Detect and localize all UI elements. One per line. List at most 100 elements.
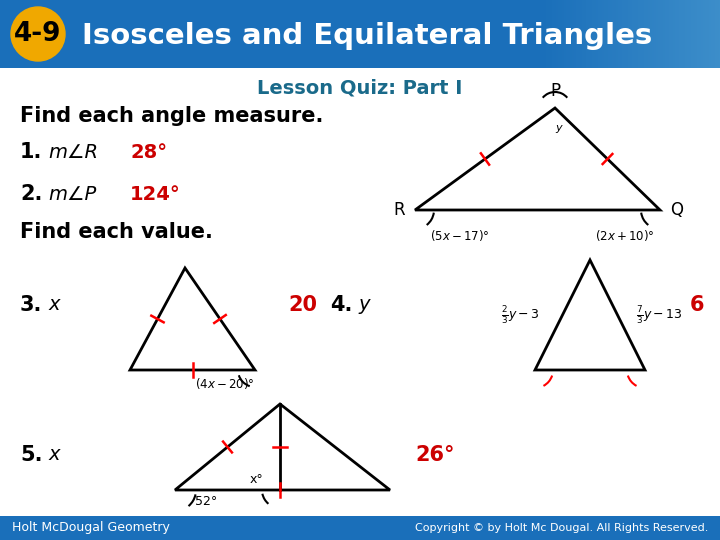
Bar: [609, 0, 610, 68]
Bar: [559, 0, 560, 68]
Text: Holt McDougal Geometry: Holt McDougal Geometry: [12, 522, 170, 535]
Bar: [688, 0, 689, 68]
Text: P: P: [550, 82, 560, 100]
Bar: [638, 0, 639, 68]
Bar: [624, 0, 625, 68]
Text: Lesson Quiz: Part I: Lesson Quiz: Part I: [257, 78, 463, 98]
Bar: [706, 0, 707, 68]
Bar: [661, 0, 662, 68]
Bar: [645, 0, 646, 68]
Text: 5.: 5.: [20, 445, 42, 465]
Bar: [712, 0, 713, 68]
Bar: [701, 0, 702, 68]
Bar: [705, 0, 706, 68]
Bar: [591, 0, 592, 68]
Bar: [547, 0, 548, 68]
Bar: [716, 0, 717, 68]
Bar: [631, 0, 632, 68]
Bar: [614, 0, 615, 68]
Bar: [550, 0, 551, 68]
Bar: [583, 0, 584, 68]
Bar: [700, 0, 701, 68]
Bar: [680, 0, 681, 68]
Bar: [697, 0, 698, 68]
Bar: [582, 0, 583, 68]
Bar: [587, 0, 588, 68]
Bar: [577, 0, 578, 68]
Bar: [594, 0, 595, 68]
Bar: [702, 0, 703, 68]
Bar: [713, 0, 714, 68]
Bar: [586, 0, 587, 68]
Bar: [677, 0, 678, 68]
Bar: [571, 0, 572, 68]
Bar: [663, 0, 664, 68]
Bar: [710, 0, 711, 68]
Bar: [714, 0, 715, 68]
Bar: [551, 0, 552, 68]
Text: x: x: [48, 295, 60, 314]
Bar: [604, 0, 605, 68]
Bar: [544, 0, 545, 68]
Bar: [575, 0, 576, 68]
Bar: [578, 0, 579, 68]
Bar: [568, 0, 569, 68]
Bar: [593, 0, 594, 68]
Bar: [601, 0, 602, 68]
Bar: [554, 0, 555, 68]
Bar: [595, 0, 596, 68]
Bar: [548, 0, 549, 68]
Bar: [641, 0, 642, 68]
Bar: [696, 0, 697, 68]
Text: x°: x°: [250, 473, 264, 486]
Bar: [681, 0, 682, 68]
Bar: [562, 0, 563, 68]
Bar: [602, 0, 603, 68]
Bar: [621, 0, 622, 68]
Text: Q: Q: [670, 201, 683, 219]
Bar: [590, 0, 591, 68]
Bar: [667, 0, 668, 68]
Bar: [693, 0, 694, 68]
Bar: [565, 0, 566, 68]
Bar: [560, 0, 561, 68]
Bar: [640, 0, 641, 68]
Bar: [654, 0, 655, 68]
Bar: [642, 0, 643, 68]
Bar: [567, 0, 568, 68]
Text: 6: 6: [690, 295, 704, 315]
Bar: [717, 0, 718, 68]
Bar: [690, 0, 691, 68]
Bar: [646, 0, 647, 68]
Bar: [584, 0, 585, 68]
Bar: [671, 0, 672, 68]
Bar: [627, 0, 628, 68]
Bar: [666, 0, 667, 68]
Text: Isosceles and Equilateral Triangles: Isosceles and Equilateral Triangles: [82, 22, 652, 50]
Bar: [709, 0, 710, 68]
Bar: [683, 0, 684, 68]
Bar: [694, 0, 695, 68]
Bar: [703, 0, 704, 68]
Bar: [664, 0, 665, 68]
Bar: [596, 0, 597, 68]
Text: m∠P: m∠P: [48, 185, 96, 204]
Bar: [545, 0, 546, 68]
Bar: [652, 0, 653, 68]
Text: y: y: [358, 295, 369, 314]
Bar: [658, 0, 659, 68]
Bar: [650, 0, 651, 68]
Bar: [637, 0, 638, 68]
Bar: [651, 0, 652, 68]
Bar: [615, 0, 616, 68]
Text: 20: 20: [288, 295, 317, 315]
Bar: [607, 0, 608, 68]
Bar: [581, 0, 582, 68]
Bar: [708, 0, 709, 68]
Bar: [576, 0, 577, 68]
Bar: [542, 0, 543, 68]
Text: R: R: [393, 201, 405, 219]
Bar: [676, 0, 677, 68]
Bar: [598, 0, 599, 68]
Bar: [684, 0, 685, 68]
